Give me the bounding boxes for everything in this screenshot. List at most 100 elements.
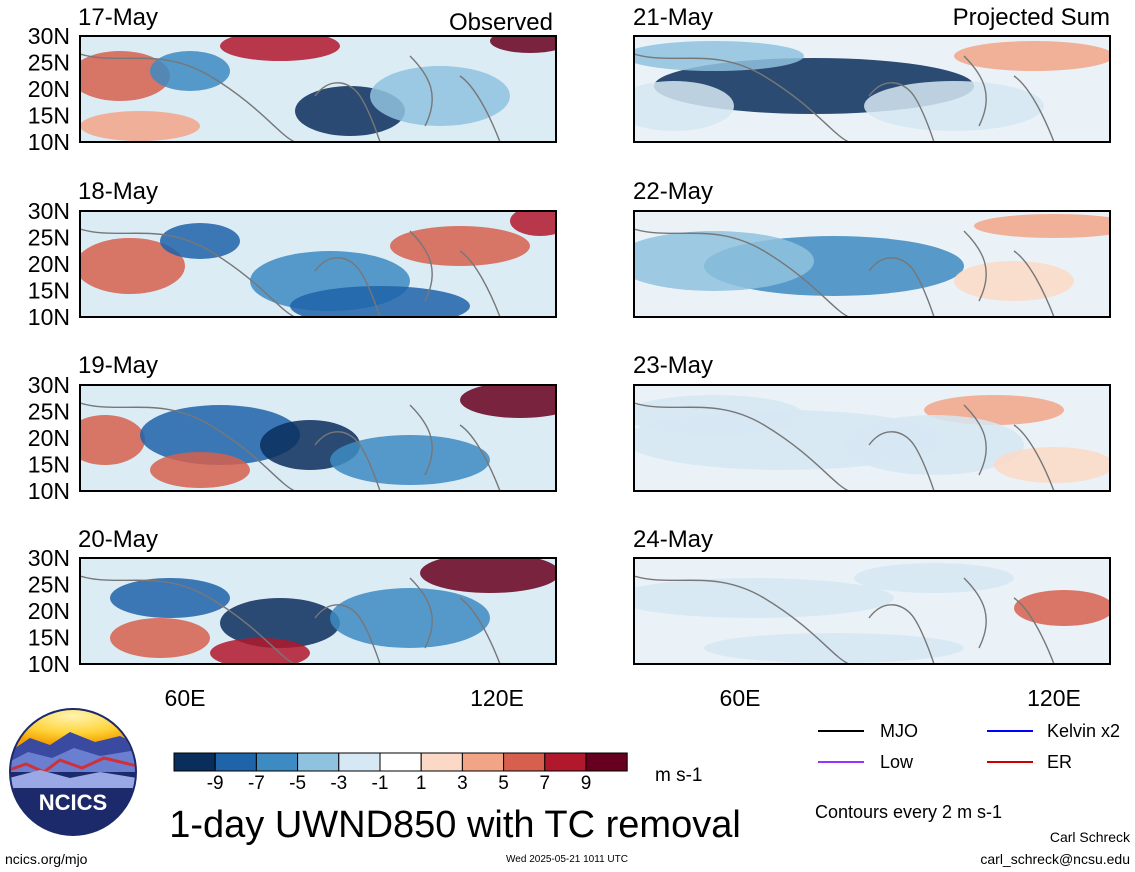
lat-label: 20N [28,251,70,277]
colorbar-tick-label: -9 [207,773,224,794]
coastline [80,53,501,142]
wind-field [80,211,556,317]
wind-anomaly-region [290,286,470,317]
legend-item-mjo: MJO [818,721,918,741]
wind-anomaly-region [854,563,1014,593]
wind-anomaly-region [490,36,556,53]
map-panel-20-may [79,557,557,665]
wind-field [634,36,1110,142]
colorbar-swatch [173,752,216,772]
wind-anomaly-region [160,223,240,259]
colorbar-tick-label: 7 [540,773,551,794]
lat-label: 10N [28,651,70,677]
wind-anomaly-region [80,238,185,294]
latitude-axis: 30N25N20N15N10N30N25N20N15N10N30N25N20N1… [28,23,70,677]
wind-anomaly-region [80,415,145,465]
coastline [634,228,1055,317]
wind-anomaly-region [634,395,804,435]
wind-anomaly-region [330,588,490,648]
lat-label: 30N [28,545,70,571]
coastline [80,228,501,317]
coastline [80,575,501,664]
wind-anomaly-region [220,598,340,648]
wind-anomaly-region [634,578,894,618]
colorbar-swatch [338,752,381,772]
colorbar-tick-label: -5 [289,773,306,794]
colorbar-labels: -9 -7 -5 -3 -1 1 3 5 7 9 [207,773,592,794]
wind-field [634,385,1110,491]
legend-item-kelvin: Kelvin x2 [987,721,1120,741]
contours-note: Contours every 2 m s-1 [815,802,1002,822]
colorbar-swatch [544,752,587,772]
wind-anomaly-region [1014,590,1110,626]
wind-anomaly-region [974,214,1110,238]
colorbar: -9 -7 -5 -3 -1 1 3 5 7 9 m s-1 [173,752,703,794]
lon-label-60e-right: 60E [720,685,761,711]
lat-label: 15N [28,625,70,651]
wind-anomaly-region [390,226,530,266]
wind-anomaly-region [220,36,340,61]
wind-anomaly-region [954,261,1074,301]
projected-title: Projected Sum [953,4,1110,31]
lat-label: 30N [28,372,70,398]
wind-anomaly-region [460,385,556,418]
legend-label-low: Low [880,752,914,772]
lon-label-120e-left: 120E [470,685,524,711]
coastline [634,402,1055,491]
colorbar-units: m s-1 [655,765,703,786]
colorbar-tick-label: -1 [372,773,389,794]
map-panel-18-may [79,210,557,318]
colorbar-swatch [255,752,299,772]
contour-legend: MJO Kelvin x2 Low ER Contours every 2 m … [815,721,1120,822]
wind-anomaly-region [110,618,210,658]
coastline [634,575,1055,664]
map-panel-19-may [79,384,557,492]
footer-timestamp: Wed 2025-05-21 1011 UTC [506,854,628,865]
lat-label: 10N [28,478,70,504]
lat-label: 10N [28,129,70,155]
colorbar-swatch [503,752,546,772]
wind-anomaly-region [110,578,230,618]
map-panel-17-may [79,35,557,143]
wind-anomaly-region [704,633,964,663]
footer-url: ncics.org/mjo [5,851,88,867]
coastline [634,53,1055,142]
colorbar-tick-label: 5 [498,773,509,794]
wind-field [80,36,556,142]
observed-column: Observed 17-May 18-May 19-May 20-May [78,4,557,665]
wind-anomaly-region [420,558,556,593]
observed-title: Observed [449,9,553,36]
wind-anomaly-region [140,405,300,465]
wind-anomaly-region [634,41,804,71]
colorbar-swatch [214,752,257,772]
map-panel-21-may [633,35,1111,143]
wind-field [634,558,1110,664]
wind-anomaly-region [80,111,200,141]
lat-label: 25N [28,399,70,425]
lat-label: 30N [28,23,70,49]
colorbar-tick-label: -7 [248,773,265,794]
footer-email: carl_schreck@ncsu.edu [980,851,1130,867]
lat-label: 20N [28,598,70,624]
wind-anomaly-region [80,51,170,101]
logo-text: NCICS [39,790,107,815]
map-panel-23-may [633,384,1111,492]
legend-label-er: ER [1047,752,1072,772]
wind-anomaly-region [994,447,1110,483]
longitude-axis: 60E 120E 60E 120E [165,685,1081,711]
lat-label: 15N [28,278,70,304]
colorbar-tick-label: -3 [330,773,347,794]
wind-anomaly-region [330,435,490,485]
lat-label: 15N [28,452,70,478]
lat-label: 20N [28,425,70,451]
colorbar-swatch [379,752,422,772]
legend-item-er: ER [987,752,1072,772]
legend-label-kelvin: Kelvin x2 [1047,721,1120,741]
lat-label: 25N [28,225,70,251]
colorbar-tick-label: 3 [457,773,468,794]
wind-anomaly-region [150,51,230,91]
panel-date-23-may: 23-May [633,352,713,379]
colorbar-swatch [461,752,505,772]
panel-date-24-may: 24-May [633,526,713,553]
